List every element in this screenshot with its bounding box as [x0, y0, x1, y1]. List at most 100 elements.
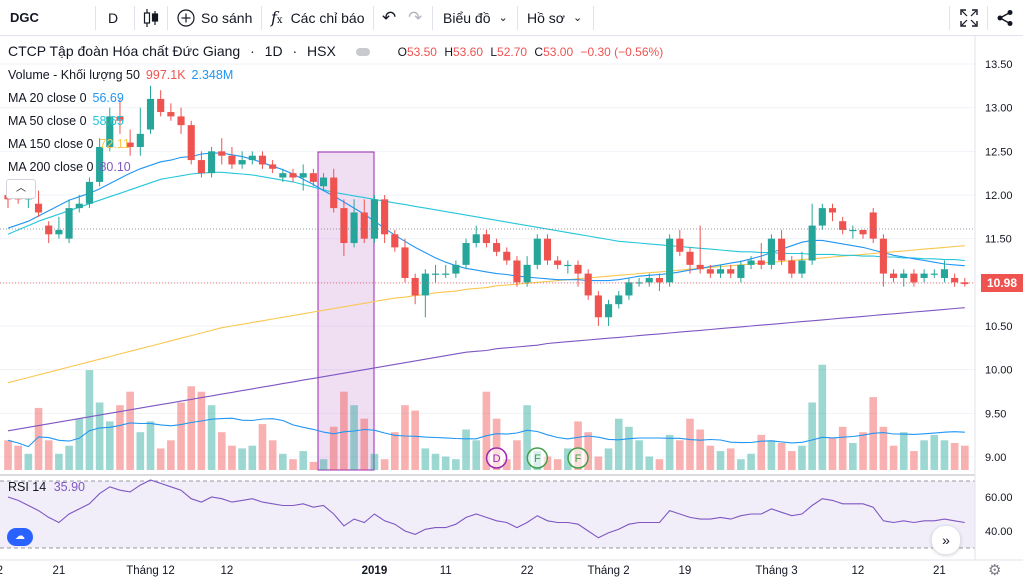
volume-bar: [675, 440, 684, 470]
volume-bar: [34, 407, 43, 470]
share-button[interactable]: [996, 0, 1014, 35]
volume-bar: [808, 402, 816, 470]
cloud-icon[interactable]: ☁: [7, 528, 33, 546]
volume-bar: [787, 451, 796, 470]
volume-bar: [594, 456, 603, 470]
interval-button[interactable]: D: [108, 0, 118, 35]
volume-bar: [105, 421, 114, 470]
volume-bar: [258, 424, 267, 470]
rsi-label: RSI 14: [8, 480, 47, 494]
candle: [890, 269, 898, 283]
settings-gear-icon[interactable]: ⚙: [988, 562, 1002, 579]
volume-ma-line: [7, 417, 965, 448]
volume-bar: [930, 434, 939, 470]
volume-bar: [838, 426, 847, 470]
fullscreen-button[interactable]: [960, 0, 978, 35]
candle: [218, 138, 226, 165]
volume-bar: [757, 434, 766, 470]
undo-icon: ↶: [382, 7, 397, 27]
ma20-line: [7, 152, 965, 282]
candle: [859, 229, 867, 239]
profile-dropdown[interactable]: Hồ sơ ⌄: [527, 0, 582, 35]
event-marker[interactable]: [526, 447, 549, 469]
event-marker[interactable]: [485, 447, 508, 469]
symbol-button[interactable]: DGC: [10, 0, 39, 35]
price-tick-label: 12.50: [985, 146, 1013, 158]
redo-button[interactable]: ↷: [408, 0, 422, 35]
volume-bar: [238, 448, 246, 470]
price-tick-label: 12.00: [985, 190, 1013, 202]
volume-bar: [177, 402, 185, 470]
volume-bar: [584, 432, 593, 470]
scroll-to-realtime-button[interactable]: »: [931, 525, 961, 555]
candle: [615, 291, 623, 309]
compare-button[interactable]: So sánh: [177, 0, 252, 35]
volume-bar: [614, 418, 623, 470]
rsi-axis[interactable]: 60.00 40.00: [985, 492, 1013, 538]
price-tick-label: 10.00: [985, 365, 1013, 377]
indicator-legend-row[interactable]: MA 150 close 0 72.11: [8, 133, 667, 156]
volume-bar: [472, 440, 481, 470]
double-chevron-right-icon: »: [942, 532, 950, 548]
indicator-legend-row[interactable]: MA 50 close 0 58.65: [8, 110, 667, 133]
undo-button[interactable]: ↶: [382, 0, 396, 35]
volume-bar: [390, 432, 399, 470]
candle: [951, 273, 959, 287]
price-tick-label: 10.50: [985, 321, 1013, 333]
price-axis[interactable]: 13.5013.0012.5012.0011.5011.0010.5010.00…: [985, 59, 1013, 464]
legend-collapse-button[interactable]: ︿: [6, 179, 36, 199]
candle: [727, 264, 735, 278]
event-marker[interactable]: [567, 447, 589, 469]
candle: [279, 168, 287, 182]
volume-bar: [116, 405, 124, 470]
indicator-legend-row[interactable]: MA 20 close 0 56.69: [8, 87, 667, 110]
volume-bar: [492, 418, 501, 470]
candle: [655, 273, 664, 292]
candle: [513, 256, 521, 287]
chart-type-dropdown[interactable]: Biểu đồ ⌄: [443, 0, 508, 35]
candle: [666, 234, 674, 287]
volume-bar: [65, 445, 73, 470]
volume-bar: [889, 445, 898, 470]
candle-type-button[interactable]: [142, 0, 160, 35]
volume-bar: [665, 434, 674, 470]
volume-bar: [910, 451, 918, 470]
toolbar-divider: [134, 6, 135, 30]
visibility-toggle-icon[interactable]: [355, 48, 370, 57]
chart-type-label: Biểu đồ: [443, 9, 491, 26]
time-axis[interactable]: 2 21 Tháng 12 12 2019 11 22 Tháng 2 19 Tháng 3 12 2…: [0, 565, 946, 577]
candle: [442, 264, 450, 278]
time-tick-label: 2019: [362, 565, 388, 577]
candle: [167, 103, 175, 121]
candle: [818, 203, 826, 230]
volume-bar: [462, 429, 470, 470]
function-icon: fx: [271, 8, 283, 27]
indicator-legend-row[interactable]: MA 200 close 0 80.10: [8, 156, 667, 179]
indicator-label: Volume - Khối lượng 50: [8, 68, 140, 82]
price-tick-label: 9.00: [985, 452, 1006, 464]
candle: [391, 229, 399, 252]
candle: [493, 238, 501, 257]
candle: [157, 90, 165, 117]
indicator-value: 2.348M: [191, 68, 234, 82]
volume-bar: [156, 448, 165, 470]
moving-averages: [7, 152, 965, 448]
volume-bar: [818, 364, 827, 470]
indicators-button[interactable]: fx Các chỉ báo: [271, 0, 365, 35]
toolbar-divider: [373, 6, 374, 30]
candle: [340, 199, 348, 257]
indicator-value: 56.69: [92, 91, 124, 105]
candle: [696, 225, 704, 274]
candle: [778, 229, 786, 265]
volume-bar: [482, 391, 491, 470]
volume-bars: [4, 364, 969, 470]
candle: [370, 195, 379, 244]
volume-bar: [401, 405, 409, 470]
indicator-legend-row[interactable]: Volume - Khối lượng 50 997.1K 2.348M: [8, 64, 667, 87]
volume-bar: [777, 443, 786, 470]
toolbar: DGC D So sánh fx Các chỉ báo ↶ ↷ Biểu đồ: [0, 0, 1023, 36]
chart-canvas[interactable]: DFF 13.5013.0012.5012.0011.5011.0010.501…: [0, 36, 1023, 581]
volume-bar: [197, 391, 206, 470]
volume-bar: [716, 451, 725, 470]
candle: [849, 225, 857, 239]
